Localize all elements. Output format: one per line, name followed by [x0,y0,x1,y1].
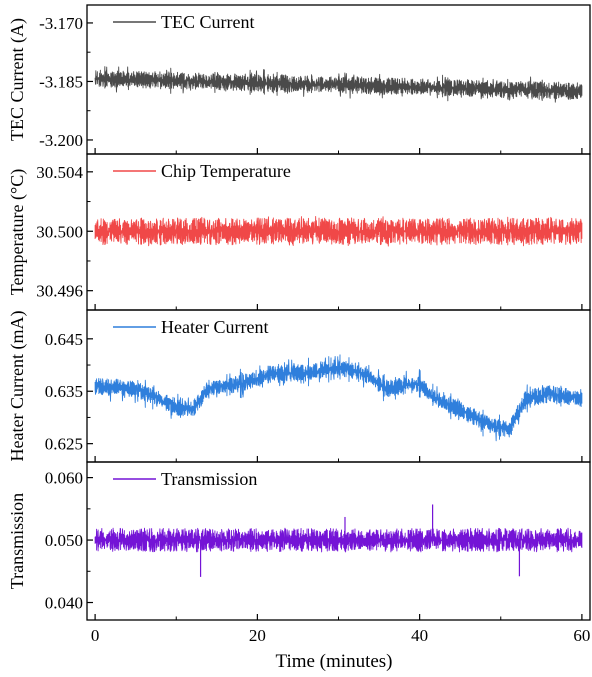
x-tick-label: 60 [573,626,590,645]
panel-frames [86,4,591,621]
legend-label: Transmission [161,469,257,489]
y-axis-label: TEC Current (A) [7,18,28,141]
series-line-heater-current [94,354,583,442]
series-line-tec-current [94,66,583,103]
x-axis-label: Time (minutes) [276,651,393,672]
y-axis-labels: TEC Current (A) Temperature (°C) Heater Cu… [7,18,28,589]
y-tick-label: 0.040 [45,594,83,613]
legend-label: Chip Temperature [161,161,291,181]
x-tick-label: 0 [91,626,100,645]
y-tick-label: -3.200 [39,131,83,150]
legend-label: Heater Current [161,317,268,337]
x-tick-label: 40 [411,626,428,645]
y-tick-label: 0.645 [45,330,83,349]
y-tick-label: 30.504 [36,163,83,182]
x-tick-label: 20 [249,626,266,645]
y-tick-label: 0.635 [45,382,83,401]
y-tick-label: 30.500 [36,222,83,241]
traces-layer [94,66,583,577]
legend-label: TEC Current [161,12,254,32]
y-tick-label: -3.185 [39,72,83,91]
y-tick-label: 0.060 [45,469,83,488]
y-tick-label: 30.496 [36,282,83,301]
y-tick-label: 0.625 [45,435,83,454]
series-line-transmission [94,527,583,553]
y-axis-label: Heater Current (mA) [7,311,28,462]
y-tick-label: 0.050 [45,531,83,550]
y-axis-label: Temperature (°C) [7,169,28,295]
y-tick-label: -3.170 [39,14,83,33]
legends-layer: TEC Current Chip Temperature Heater Curren… [113,12,291,489]
y-axis-label: Transmission [7,493,27,589]
series-line-chip-temperature [94,215,583,247]
axes-layer: -3.170 -3.185 -3.200 30.504 30.500 30.496 0.64… [36,14,590,645]
